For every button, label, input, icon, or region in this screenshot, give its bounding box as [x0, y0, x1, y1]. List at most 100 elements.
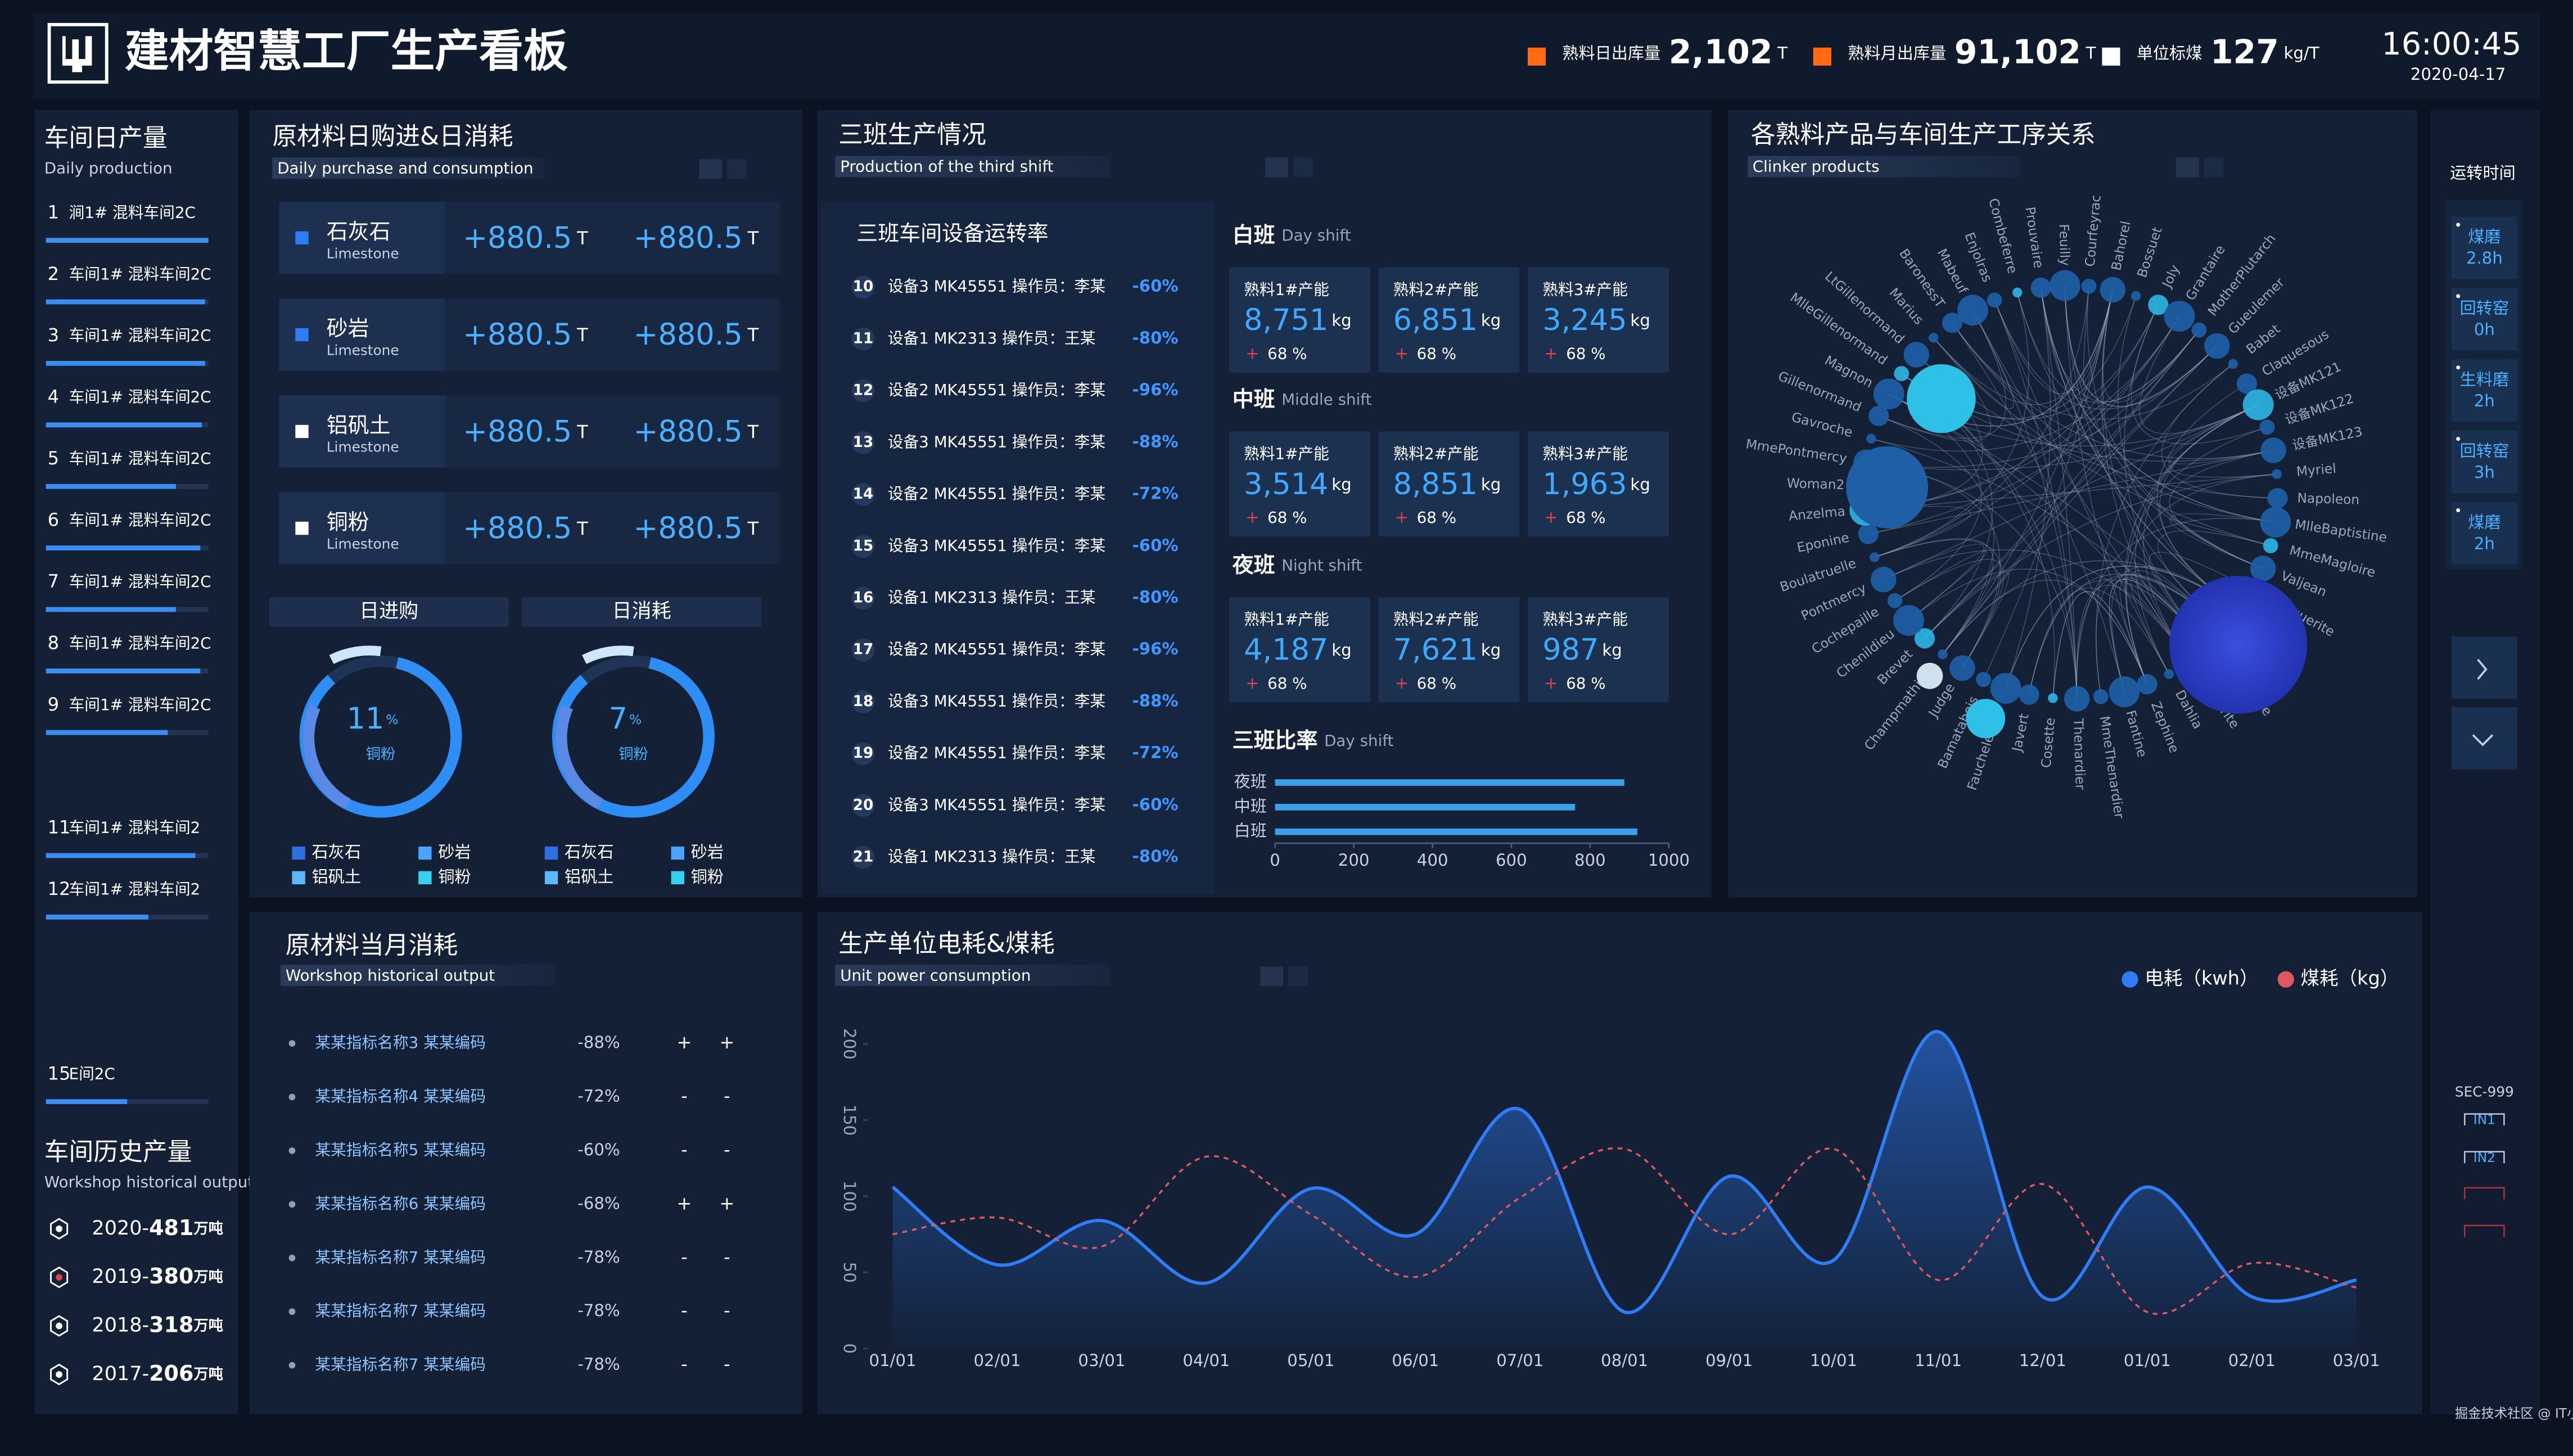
- text-part: T: [2086, 43, 2096, 62]
- rank-badge: [851, 535, 875, 558]
- node: [2130, 291, 2141, 301]
- donut-label: 铜粉: [366, 746, 396, 763]
- card-label: 熟料2#产能: [1393, 610, 1479, 628]
- workshop-name: 涧1# 混料车间2C: [69, 203, 196, 221]
- link: [2040, 287, 2276, 523]
- x-tick-label: 10/01: [1810, 1351, 1857, 1370]
- text-part: 三班比率: [1233, 728, 1318, 753]
- text-part: 万吨: [193, 1317, 223, 1334]
- link: [2134, 404, 2259, 675]
- link: [2168, 404, 2274, 464]
- link: [2139, 316, 2259, 435]
- text-part: Night shift: [1281, 556, 1362, 575]
- rank: 17: [853, 641, 874, 658]
- rank: 6: [48, 509, 59, 531]
- node: [2064, 686, 2090, 712]
- workshop-name: 车间1# 混料车间2C: [69, 695, 211, 714]
- link: [1952, 322, 2274, 459]
- x-tick-label: 06/01: [1392, 1351, 1439, 1370]
- x-tick-label: 07/01: [1496, 1351, 1543, 1370]
- link: [1866, 345, 2218, 468]
- indicator-change: -60%: [577, 1140, 620, 1159]
- card-value: 7,621 kg: [1393, 632, 1501, 667]
- runtime-item[interactable]: [2452, 216, 2517, 279]
- legend-dot: [2121, 971, 2138, 988]
- rank-badge: [851, 638, 875, 662]
- runtime-item[interactable]: [2452, 431, 2517, 493]
- consumption-value: +880.5 T: [633, 221, 759, 255]
- indicator-name: 某某指标名称6 某某编码: [315, 1194, 486, 1213]
- runtime-value: 2h: [2474, 391, 2495, 410]
- link: [1908, 568, 2148, 685]
- link: [1874, 539, 2002, 668]
- link: [1994, 300, 2170, 675]
- indicator-change: -68%: [577, 1193, 620, 1213]
- indicator-flag: -: [681, 1139, 688, 1160]
- indicator-flag: -: [681, 1085, 688, 1106]
- text-part: Day shift: [1281, 226, 1351, 245]
- text-part: +: [1544, 508, 1558, 527]
- link: [1933, 337, 2271, 546]
- donut-highlight: [582, 645, 634, 664]
- text-part: 6,851: [1393, 303, 1478, 337]
- rank: 11: [48, 817, 71, 838]
- legend-swatch: [671, 846, 684, 860]
- link: [2005, 287, 2051, 689]
- header-stat: 单位标煤 127 kg/T: [2137, 33, 2319, 71]
- workshop-name: 车间1# 混料车间2: [69, 819, 201, 837]
- indicator-flag: -: [724, 1085, 730, 1106]
- runtime-item[interactable]: [2452, 288, 2517, 351]
- bullet: [288, 1147, 296, 1154]
- card-label: 熟料3#产能: [1542, 610, 1628, 628]
- text-part: kg: [1331, 475, 1351, 494]
- progress-bar: [46, 668, 201, 673]
- link: [1994, 290, 2114, 394]
- runtime-item[interactable]: [2452, 359, 2517, 422]
- text-part: T: [576, 324, 588, 346]
- nav-button[interactable]: [2452, 707, 2517, 770]
- text-part: kg/T: [2284, 43, 2319, 62]
- link: [2052, 591, 2148, 698]
- link: [1924, 473, 2277, 639]
- rank-badge: [851, 327, 875, 351]
- link: [1894, 550, 1987, 621]
- node: [1957, 295, 1988, 326]
- text-part: 68 %: [1417, 674, 1456, 693]
- material-en: Limestone: [327, 342, 399, 359]
- link: [2156, 383, 2247, 611]
- header-bar: [33, 13, 2540, 99]
- node: [2100, 277, 2126, 303]
- card-label: 熟料1#产能: [1244, 281, 1329, 299]
- text-part: 68 %: [1566, 508, 1605, 527]
- line-area: [892, 1031, 2357, 1349]
- text-part: 熟料日出库量: [1562, 43, 1660, 62]
- card-label: 熟料1#产能: [1244, 444, 1329, 463]
- rank-badge: [851, 690, 875, 713]
- node: [1949, 655, 1975, 681]
- text-part: T: [747, 518, 759, 540]
- runtime-item[interactable]: [2452, 502, 2517, 564]
- link: [2083, 286, 2114, 391]
- legend-dot: [2277, 971, 2294, 988]
- text-part: +: [1395, 673, 1409, 693]
- link: [1868, 450, 2274, 535]
- indicator-flag: -: [724, 1139, 730, 1160]
- text-part: Middle shift: [1281, 390, 1371, 409]
- progress-bar: [46, 1099, 128, 1105]
- link: [1871, 316, 2180, 452]
- node: [1914, 628, 1935, 649]
- icon: [1293, 157, 1313, 178]
- bar: [1275, 828, 1637, 835]
- bullet: [288, 1093, 296, 1101]
- card-value: 987 kg: [1542, 632, 1622, 667]
- node: [2148, 295, 2169, 315]
- icon: [2175, 157, 2199, 178]
- indicator-flag: +: [719, 1192, 734, 1214]
- link: [2096, 363, 2233, 697]
- legend-swatch: [292, 871, 305, 884]
- card-change: +68 %: [1544, 343, 1605, 363]
- rank: 20: [853, 797, 874, 813]
- card-label: 熟料1#产能: [1244, 610, 1329, 628]
- tab: [522, 597, 762, 627]
- link: [1952, 322, 2125, 692]
